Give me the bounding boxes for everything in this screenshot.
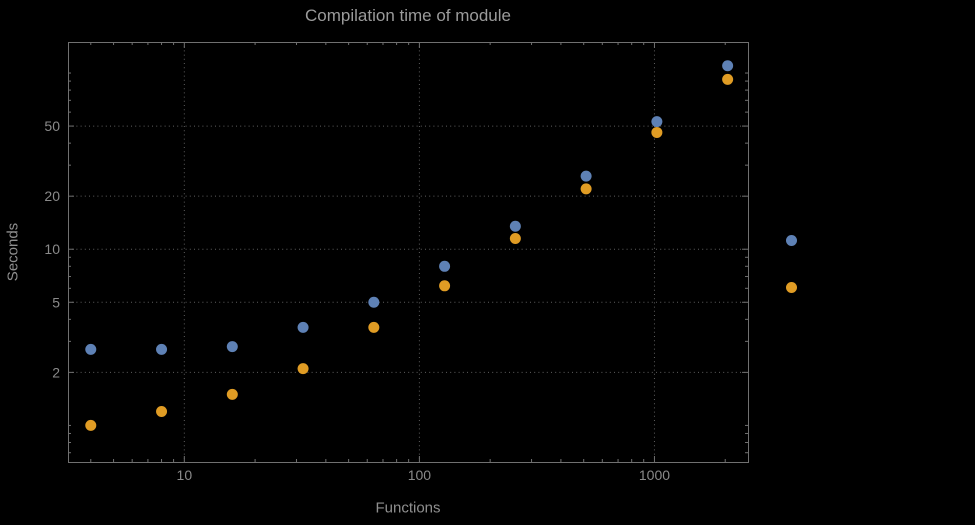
data-point-series-1: [85, 343, 97, 355]
data-point-series-1: [297, 321, 309, 333]
data-point-series-1: [156, 343, 168, 355]
data-point-series-1: [439, 260, 451, 272]
data-point-series-2: [722, 73, 734, 85]
data-point-series-1: [509, 220, 521, 232]
data-point-series-1: [368, 296, 380, 308]
data-point-series-1: [226, 341, 238, 353]
data-point-series-2: [439, 280, 451, 292]
chart-title: Compilation time of module: [305, 6, 511, 25]
data-point-series-2: [297, 363, 309, 375]
data-point-series-2: [226, 388, 238, 400]
legend-marker-series-1: [786, 235, 797, 246]
legend-marker-series-2: [786, 282, 797, 293]
x-tick-label: 1000: [639, 467, 670, 483]
x-axis-label: Functions: [375, 499, 441, 517]
y-tick-label: 5: [52, 294, 60, 310]
data-point-series-2: [651, 126, 663, 138]
plot-frame: [68, 42, 749, 463]
data-point-series-1: [651, 116, 663, 128]
y-tick-label: 10: [44, 241, 60, 257]
y-tick-label: 2: [52, 364, 60, 380]
data-point-series-1: [722, 60, 734, 72]
data-point-series-2: [580, 183, 592, 195]
data-point-series-2: [156, 405, 168, 417]
data-point-series-2: [85, 419, 97, 431]
data-point-series-2: [509, 233, 521, 245]
x-tick-label: 10: [177, 467, 193, 483]
y-tick-label: 20: [44, 188, 60, 204]
x-tick-label: 100: [408, 467, 432, 483]
data-point-series-2: [368, 321, 380, 333]
y-tick-label: 50: [44, 118, 60, 134]
y-axis-label: Seconds: [4, 222, 22, 282]
data-point-series-1: [580, 170, 592, 182]
